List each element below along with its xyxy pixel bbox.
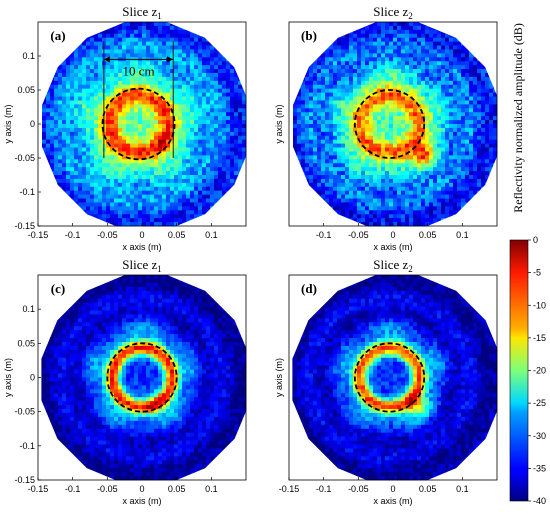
y-axis-label: y axis (m) (3, 358, 13, 397)
x-tick-label: 0.1 (205, 230, 218, 240)
colorbar-tick-label: -30 (533, 431, 546, 441)
x-tick-label: -0.05 (97, 230, 118, 240)
y-axis-label: y axis (m) (274, 358, 284, 397)
colorbar-gradient (509, 239, 529, 502)
x-tick-label: 0 (390, 230, 395, 240)
y-tick-label: 0.1 (22, 51, 35, 61)
heatmap-image (41, 275, 247, 481)
x-tick-label: 0 (139, 484, 144, 494)
panel-title: Slice z1 (122, 257, 162, 274)
colorbar-tick-label: -20 (533, 366, 546, 376)
heatmap-image (293, 22, 498, 227)
panel-label: (d) (294, 279, 324, 299)
target-circle (353, 89, 426, 159)
panel-label: (b) (294, 26, 324, 46)
y-tick-label: -0.15 (14, 475, 35, 485)
x-tick-label: 0.1 (456, 484, 469, 494)
x-tick-label: -0.05 (97, 484, 118, 494)
y-tick-label: -0.05 (14, 153, 35, 163)
panel-label: (a) (43, 26, 73, 46)
x-axis-label: x axis (m) (123, 496, 162, 506)
panels: 10 cm (a) Slice z1 -0.15 -0.1 -0.05 0 0.05 0.1 x … (3, 4, 498, 506)
y-tick-label: 0.1 (22, 304, 35, 314)
y-tick-label: -0.15 (14, 221, 35, 231)
heatmap-image (42, 22, 247, 227)
x-tick-label: -0.1 (316, 484, 332, 494)
dimension-label: 10 cm (122, 63, 154, 78)
y-axis-label: y axis (m) (274, 105, 284, 144)
heatmap-image (292, 275, 498, 481)
colorbar-tick-label: -25 (533, 398, 546, 408)
x-tick-label: -0.05 (348, 484, 369, 494)
x-tick-label: -0.1 (316, 230, 332, 240)
colorbar-tick-label: -15 (533, 333, 546, 343)
x-axis-label: x axis (m) (374, 496, 413, 506)
dimension-marker: 10 cm (103, 41, 174, 158)
x-tick-label: -0.05 (348, 230, 369, 240)
colorbar-tick-label: -5 (533, 268, 541, 278)
target-circle (101, 87, 176, 161)
x-tick-label: 0 (139, 230, 144, 240)
y-tick-label: -0.1 (19, 441, 35, 451)
x-tick-label: 0.05 (168, 484, 186, 494)
x-tick-label: -0.1 (65, 484, 81, 494)
panel-2: (b) Slice z2 -0.1 -0.05 0 0.05 0.1 x axis (m) y … (274, 4, 498, 252)
panel-title: Slice z1 (122, 4, 162, 21)
y-tick-label: 0 (30, 373, 35, 383)
x-tick-label: -0.15 (28, 484, 49, 494)
x-tick-label: 0 (390, 484, 395, 494)
panel-3: (c) Slice z1 -0.15 -0.1 -0.05 0 0.05 0.1 x axis … (3, 257, 247, 506)
colorbar-tick-label: -40 (533, 496, 546, 506)
panel-1: 10 cm (a) Slice z1 -0.15 -0.1 -0.05 0 0.05 0.1 x … (3, 4, 247, 252)
x-tick-label: 0.05 (419, 484, 437, 494)
target-circle (106, 342, 178, 413)
svg-text:(a): (a) (50, 28, 65, 43)
x-axis-label: x axis (m) (374, 242, 413, 252)
x-tick-label: 0.05 (419, 230, 437, 240)
colorbar: Reflectivity normalized amplitude (dB) 0… (509, 23, 546, 506)
x-tick-label: 0.05 (168, 230, 186, 240)
y-tick-label: -0.1 (19, 187, 35, 197)
colorbar-tick-label: 0 (533, 235, 538, 245)
x-tick-label: 0.1 (205, 484, 218, 494)
colorbar-tick-label: -35 (533, 463, 546, 473)
x-tick-label: -0.15 (279, 484, 300, 494)
panel-title: Slice z2 (373, 4, 413, 21)
panel-4: (d) Slice z2 -0.15 -0.1 -0.05 0 0.05 0.1 x axis … (274, 257, 498, 506)
x-tick-label: -0.15 (28, 230, 49, 240)
panel-title: Slice z2 (373, 257, 413, 274)
target-circle (353, 342, 426, 413)
x-axis-label: x axis (m) (123, 242, 162, 252)
colorbar-label: Reflectivity normalized amplitude (dB) (511, 23, 525, 213)
x-tick-label: -0.1 (65, 230, 81, 240)
y-tick-label: 0 (30, 119, 35, 129)
colorbar-tick-label: -10 (533, 300, 546, 310)
panel-label: (c) (43, 279, 73, 299)
y-axis-label: y axis (m) (3, 105, 13, 144)
y-tick-label: 0.05 (17, 85, 35, 95)
x-tick-label: 0.1 (456, 230, 469, 240)
y-tick-label: 0.05 (17, 338, 35, 348)
y-tick-label: -0.05 (14, 407, 35, 417)
colorbar-ticks: 0 -5 -10 -15 -20 -25 -30 -35 -40 (528, 235, 546, 506)
